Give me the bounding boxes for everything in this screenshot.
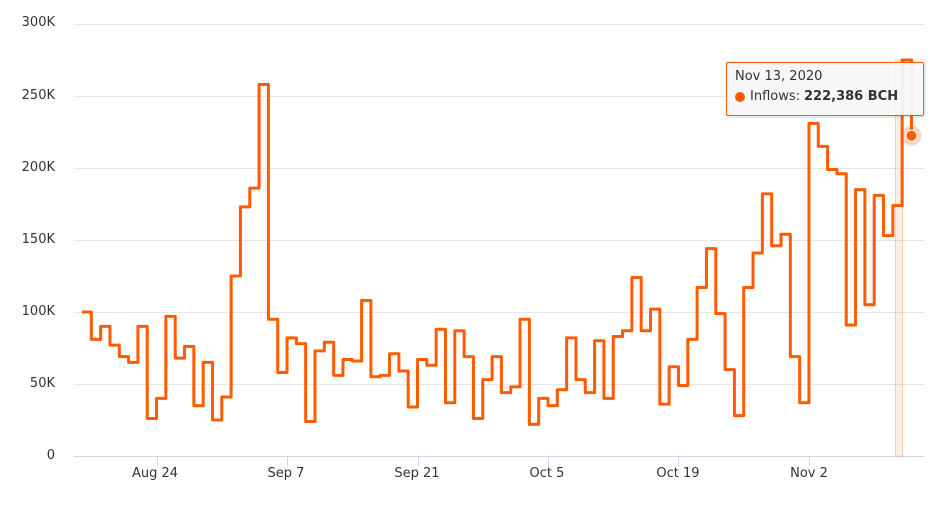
x-axis-ticks [157,456,810,466]
y-label-150k: 150K [21,232,55,247]
x-label-nov-2: Nov 2 [790,466,828,481]
grid-lines [74,24,924,457]
series-dot-icon [735,92,745,102]
x-label-sep-7: Sep 7 [267,466,305,481]
y-label-50k: 50K [29,376,55,391]
y-label-100k: 100K [21,304,55,319]
tooltip: Nov 13, 2020 Inflows: 222,386 BCH [726,62,924,116]
inflows-series-line [82,58,913,426]
x-label-oct-5: Oct 5 [529,466,565,481]
tooltip-row: Inflows: 222,386 BCH [735,88,915,106]
hover-highlight-band [894,59,903,457]
x-label-aug-24: Aug 24 [131,466,179,481]
tooltip-date: Nov 13, 2020 [735,69,823,84]
hover-point-marker [905,129,918,142]
y-label-300k: 300K [21,15,55,30]
y-label-200k: 200K [21,160,55,175]
tooltip-series-label: Inflows: [750,89,801,104]
x-label-oct-19: Oct 19 [656,466,700,481]
tooltip-value: 222,386 BCH [804,89,899,104]
y-label-250k: 250K [21,88,55,103]
x-label-sep-21: Sep 21 [394,466,440,481]
y-label-0: 0 [46,448,55,463]
